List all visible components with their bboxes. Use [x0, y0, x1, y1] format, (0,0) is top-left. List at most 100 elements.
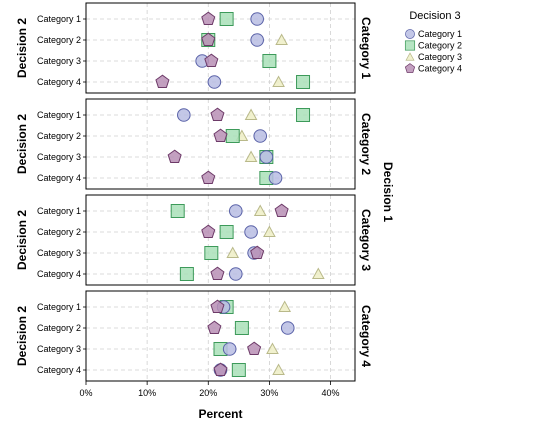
data-point-pentagon: [201, 32, 216, 46]
data-point-triangle: [244, 108, 258, 120]
y-axis-title: Decision 2: [15, 210, 29, 270]
y-axis-title: Decision 2: [15, 306, 29, 366]
data-point-square: [219, 12, 234, 26]
x-tick-label: 0%: [79, 388, 92, 398]
data-point-square: [231, 363, 246, 377]
panel-3: Category 1 Category 2 Category 3 Category 4…: [15, 194, 373, 286]
panel-4: Category 1 Category 2 Category 3 Category 4…: [15, 290, 373, 382]
data-point-pentagon: [210, 299, 225, 313]
y-tick-label: Category 2: [37, 35, 81, 45]
legend-item: Category 4: [404, 63, 462, 74]
data-point-circle: [259, 150, 274, 164]
data-point-circle: [228, 267, 243, 281]
data-point-pentagon: [250, 245, 265, 259]
x-axis-title: Percent: [198, 407, 242, 421]
legend-title: Decision 3: [409, 10, 460, 22]
y-tick-label: Category 4: [37, 269, 81, 279]
y-tick-label: Category 1: [37, 206, 81, 216]
legend-item: Category 2: [404, 40, 462, 51]
legend-label: Category 2: [418, 41, 462, 51]
data-point-circle: [244, 225, 258, 239]
data-point-triangle: [253, 204, 267, 216]
data-point-pentagon: [201, 170, 216, 184]
legend-label: Category 1: [418, 29, 462, 39]
y-tick-label: Category 1: [37, 302, 81, 312]
legend-label: Category 3: [418, 52, 462, 62]
legend-item: Category 1: [405, 29, 462, 39]
data-point-circle: [250, 12, 264, 26]
data-point-circle: [268, 171, 283, 185]
y-tick-label: Category 3: [37, 248, 81, 258]
data-point-square: [234, 321, 249, 335]
y-axis-title: Decision 2: [15, 18, 29, 78]
y-tick-label: Category 1: [37, 14, 81, 24]
y-tick-label: Category 3: [37, 152, 81, 162]
data-point-triangle: [226, 246, 240, 258]
x-tick-label: 30%: [260, 388, 278, 398]
y-tick-label: Category 2: [37, 131, 81, 141]
data-point-square: [204, 246, 219, 260]
data-point-circle: [207, 75, 222, 89]
y-tick-label: Category 4: [37, 77, 81, 87]
data-point-triangle: [244, 150, 258, 162]
data-point-triangle: [272, 75, 285, 87]
panel-1: Category 1 Category 2 Category 3 Category 4…: [15, 2, 373, 94]
data-point-square: [262, 54, 277, 68]
data-point-square: [179, 267, 194, 281]
x-tick-label: 10%: [138, 388, 156, 398]
panel-frame: [85, 2, 356, 94]
panel-strip-label: Category 2: [359, 113, 373, 175]
y-tick-label: Category 3: [37, 56, 81, 66]
row-facet-title: Decision 1: [381, 162, 395, 222]
panel-frame: [85, 290, 356, 382]
data-point-circle: [253, 129, 268, 143]
data-point-circle: [280, 321, 295, 335]
data-point-circle: [177, 108, 191, 122]
data-point-square: [219, 225, 234, 239]
data-point-pentagon: [210, 107, 225, 121]
data-point-triangle: [275, 33, 288, 45]
y-tick-label: Category 4: [37, 365, 81, 375]
data-point-pentagon: [201, 224, 216, 238]
panel-strip-label: Category 1: [359, 17, 373, 79]
data-point-pentagon: [201, 11, 216, 25]
data-point-square: [296, 75, 311, 89]
legend-symbol-square: [404, 40, 416, 51]
data-point-square: [170, 204, 185, 218]
data-point-pentagon: [207, 320, 222, 334]
data-point-pentagon: [213, 362, 228, 376]
panel-frame: [85, 98, 356, 190]
legend-label: Category 4: [418, 64, 462, 74]
legend-symbol-circle: [405, 29, 415, 39]
data-point-pentagon: [247, 341, 262, 355]
legend-item: Category 3: [405, 52, 462, 62]
data-point-circle: [250, 33, 264, 47]
panel-strip-label: Category 4: [359, 305, 373, 367]
panel-frame: [85, 194, 356, 286]
panel-strip-label: Category 3: [359, 209, 373, 271]
data-point-circle: [228, 204, 243, 218]
x-tick-label: 20%: [199, 388, 217, 398]
y-tick-label: Category 3: [37, 344, 81, 354]
legend-symbol-pentagon: [404, 63, 416, 73]
data-point-pentagon: [213, 128, 228, 142]
data-point-square: [225, 129, 240, 143]
data-point-triangle: [263, 225, 276, 237]
data-point-triangle: [272, 363, 285, 375]
data-point-circle: [222, 342, 237, 356]
legend-symbol-triangle: [405, 52, 415, 61]
data-point-pentagon: [155, 74, 170, 88]
y-tick-label: Category 2: [37, 323, 81, 333]
data-point-pentagon: [167, 149, 182, 163]
panel-2: Category 1 Category 2 Category 3 Category 4…: [15, 98, 373, 190]
y-axis-title: Decision 2: [15, 114, 29, 174]
data-point-pentagon: [274, 203, 289, 217]
data-point-pentagon: [204, 53, 219, 67]
data-point-triangle: [278, 300, 292, 312]
y-tick-label: Category 1: [37, 110, 81, 120]
data-point-triangle: [266, 342, 279, 354]
data-point-pentagon: [210, 266, 225, 280]
